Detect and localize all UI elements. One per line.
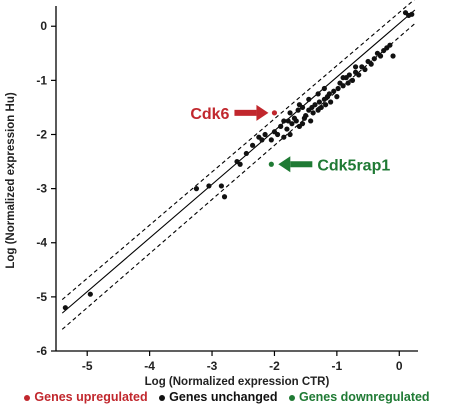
cdk6-arrow-head xyxy=(256,104,269,121)
genes-unchanged-point xyxy=(268,137,274,143)
genes-unchanged-point xyxy=(295,107,301,113)
y-tick-label: -1 xyxy=(36,73,47,87)
cdk5rap1-label: Cdk5rap1 xyxy=(317,157,390,174)
genes-unchanged-point xyxy=(284,126,290,132)
genes-unchanged-point xyxy=(346,72,352,78)
x-tick-label: -5 xyxy=(82,359,93,373)
legend-dot-unchanged xyxy=(159,394,166,401)
legend-item-downregulated: Genes downregulated xyxy=(288,390,430,404)
genes-unchanged-point xyxy=(387,42,393,48)
genes-unchanged-point xyxy=(340,83,346,89)
genes-unchanged-point xyxy=(326,91,332,97)
genes-unchanged-point xyxy=(377,53,384,59)
genes-unchanged-point xyxy=(287,110,293,116)
cdk5rap1-arrow-shaft xyxy=(290,161,313,168)
genes-unchanged-point xyxy=(316,99,322,105)
genes-unchanged-point xyxy=(278,123,284,129)
genes-upregulated-point xyxy=(271,110,278,116)
genes-unchanged-point xyxy=(390,53,396,59)
genes-unchanged-point xyxy=(218,183,224,189)
legend-label-downregulated: Genes downregulated xyxy=(298,390,430,404)
chart-legend: Genes upregulated Genes unchanged Genes … xyxy=(0,390,454,404)
x-tick-label: -1 xyxy=(332,359,343,373)
genes-unchanged-point xyxy=(237,161,243,167)
genes-unchanged-point xyxy=(281,118,287,124)
legend-dot-upregulated xyxy=(24,394,31,401)
scatter-chart: Cdk6 Cdk5rap1 -5 -4 -3 -2 -1 0 0 -1 -2 -3 -4 -5 -6 Log… xyxy=(5,0,418,388)
genes-unchanged-point xyxy=(331,88,337,94)
y-tick-label: -4 xyxy=(36,236,47,250)
genes-unchanged-point xyxy=(310,110,316,116)
genes-unchanged-point xyxy=(285,118,291,124)
cdk5rap1-arrow-head xyxy=(278,156,291,173)
y-tick-label: 0 xyxy=(40,19,47,33)
genes-unchanged-point xyxy=(352,64,359,70)
genes-unchanged-point xyxy=(308,118,314,124)
genes-unchanged-point xyxy=(312,102,318,108)
genes-unchanged-point xyxy=(221,194,228,200)
x-tick-label: 0 xyxy=(396,359,403,373)
genes-unchanged-point xyxy=(62,305,68,311)
genes-unchanged-point xyxy=(409,11,415,17)
genes-unchanged-point xyxy=(274,131,281,138)
genes-unchanged-point xyxy=(296,102,303,108)
genes-unchanged-point xyxy=(306,96,312,102)
legend-label-unchanged: Genes unchanged xyxy=(169,390,278,404)
genes-unchanged-point xyxy=(281,134,287,140)
x-tick-label: -3 xyxy=(207,359,218,373)
genes-unchanged-point xyxy=(323,102,329,108)
x-axis-label: Log (Normalized expression CTR) xyxy=(145,376,330,388)
genes-unchanged-point xyxy=(345,80,351,86)
genes-unchanged-point xyxy=(299,121,306,127)
chart-marks: Cdk6 Cdk5rap1 xyxy=(61,0,416,330)
genes-unchanged-point xyxy=(250,142,256,148)
y-tick-label: -2 xyxy=(36,127,47,141)
genes-unchanged-point xyxy=(334,94,340,100)
y-tick-label: -3 xyxy=(36,182,47,196)
genes-unchanged-point xyxy=(262,131,268,138)
legend-item-unchanged: Genes unchanged xyxy=(159,390,278,404)
genes-unchanged-point xyxy=(328,99,334,105)
upper-band-line xyxy=(61,0,415,300)
genes-unchanged-point xyxy=(315,91,321,97)
genes-unchanged-point xyxy=(335,85,341,92)
genes-unchanged-point xyxy=(371,56,377,62)
legend-label-upregulated: Genes upregulated xyxy=(34,390,148,404)
genes-unchanged-point xyxy=(340,75,346,81)
y-axis-label: Log (Normalized expression Hu) xyxy=(5,92,17,269)
x-tick-label: -2 xyxy=(269,359,280,373)
legend-item-upregulated: Genes upregulated xyxy=(24,390,148,404)
genes-unchanged-point xyxy=(289,121,295,127)
genes-unchanged-point xyxy=(356,72,362,78)
genes-unchanged-point xyxy=(287,131,293,138)
genes-unchanged-point xyxy=(303,112,309,119)
genes-unchanged-point xyxy=(349,77,356,83)
genes-unchanged-point xyxy=(318,104,324,111)
y-tick-label: -6 xyxy=(36,344,47,358)
chart-axes: -5 -4 -3 -2 -1 0 0 -1 -2 -3 -4 -5 -6 Log (Normalized … xyxy=(5,6,418,388)
genes-unchanged-point xyxy=(243,150,249,157)
genes-unchanged-point xyxy=(321,85,327,92)
genes-unchanged-point xyxy=(368,61,374,67)
genes-unchanged-point xyxy=(293,118,299,124)
genes-unchanged-point xyxy=(362,66,368,73)
cdk6-arrow-shaft xyxy=(234,109,257,116)
genes-unchanged-point xyxy=(87,291,93,297)
y-tick-label: -5 xyxy=(36,290,47,304)
cdk6-label: Cdk6 xyxy=(190,106,229,123)
x-tick-label: -4 xyxy=(144,359,155,373)
legend-dot-downregulated xyxy=(288,394,295,401)
genes-unchanged-point xyxy=(206,183,212,189)
genes-downregulated-point xyxy=(268,161,274,167)
genes-unchanged-point xyxy=(193,186,200,192)
genes-unchanged-point xyxy=(259,137,265,143)
